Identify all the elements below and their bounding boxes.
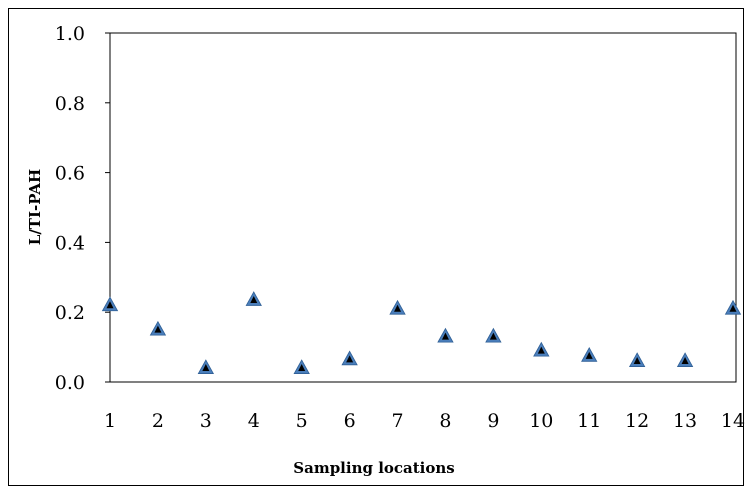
data-point [485,327,502,343]
x-tick-label: 10 [529,410,553,432]
x-tick-label: 13 [673,410,697,432]
x-tick-label: 9 [487,410,499,432]
data-point [293,359,310,374]
data-point [581,347,598,362]
y-tick-label: 0.8 [55,93,85,115]
data-point [676,352,694,367]
y-axis-title: L/TI-PAH [26,169,44,245]
x-tick-label: 1 [104,410,116,432]
plot-area [109,32,737,383]
data-point [245,291,262,306]
y-tick-label: 0.6 [55,163,85,185]
data-point [533,341,550,357]
data-point [628,352,646,367]
x-tick-label: 7 [391,410,403,432]
x-tick-label: 11 [577,410,601,432]
y-tick-label: 0.4 [55,232,85,254]
data-point [341,350,358,366]
x-tick-label: 6 [344,410,356,432]
data-point [197,359,215,374]
y-tick-label: 0.2 [55,302,85,324]
data-point [437,327,454,343]
x-tick-label: 5 [296,410,308,432]
data-point [101,296,119,312]
x-tick-label: 2 [152,410,164,432]
x-tick-label: 12 [625,410,649,432]
x-tick-label: 4 [248,410,260,432]
data-point [149,320,167,336]
data-point [724,299,742,315]
y-tick-label: 1.0 [55,23,85,45]
x-tick-label: 3 [200,410,212,432]
x-axis-title: Sampling locations [293,459,454,477]
x-tick-label: 8 [439,410,451,432]
y-tick-label: 0.0 [55,372,85,394]
data-point [389,299,406,315]
x-tick-label: 14 [721,410,745,432]
